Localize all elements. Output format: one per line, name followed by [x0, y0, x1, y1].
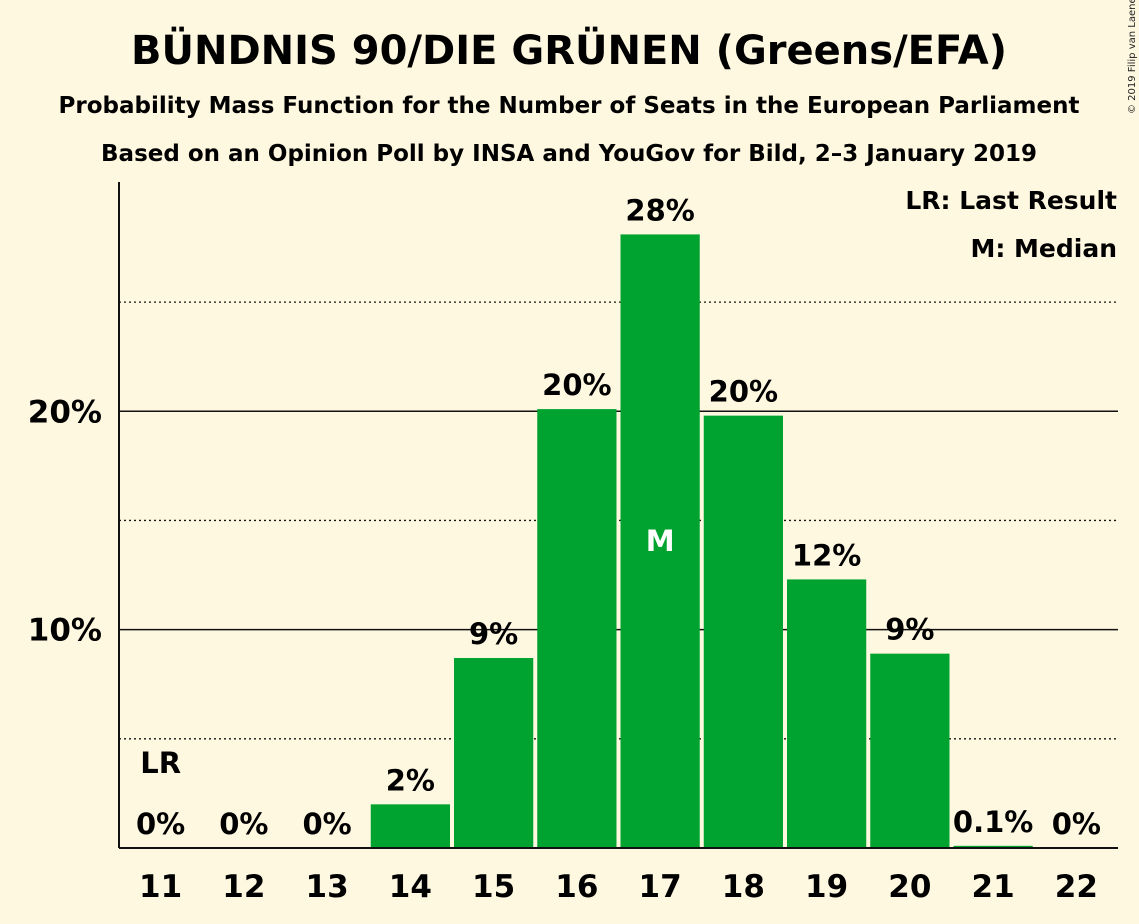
x-tick-16: 16: [555, 869, 598, 905]
bar-seats-16: [537, 409, 617, 848]
bar-seats-17: [620, 234, 700, 848]
x-tick-13: 13: [306, 869, 349, 905]
bars: [370, 234, 1033, 848]
y-axis: 10% 20%: [28, 182, 1118, 849]
value-label-22: 0%: [1052, 807, 1101, 841]
x-tick-17: 17: [639, 869, 682, 905]
chart-subtitle: Probability Mass Function for the Number…: [59, 93, 1080, 119]
bar-seats-20: [870, 653, 950, 848]
bar-seats-21: [953, 845, 1033, 848]
bar-seats-18: [703, 415, 783, 848]
value-label-16: 20%: [542, 368, 611, 402]
value-label-12: 0%: [219, 807, 268, 841]
median-marker: M: [646, 524, 675, 558]
value-label-17: 28%: [625, 193, 694, 227]
x-tick-22: 22: [1055, 869, 1098, 905]
x-tick-14: 14: [389, 869, 432, 905]
x-tick-19: 19: [805, 869, 848, 905]
value-label-19: 12%: [792, 538, 861, 572]
value-label-18: 20%: [709, 375, 778, 409]
bar-seats-15: [454, 658, 534, 848]
last-result-marker: LR: [140, 746, 181, 780]
value-label-20: 9%: [885, 613, 934, 647]
gridlines: [119, 301, 1118, 740]
chart-subtitle-source: Based on an Opinion Poll by INSA and You…: [101, 141, 1037, 167]
value-label-21: 0.1%: [953, 805, 1033, 839]
value-label-14: 2%: [386, 763, 435, 797]
value-labels: 0% 0% 0% 2% 9% 20% 28% 20% 12% 9% 0.1% 0% LR M: [136, 193, 1101, 841]
value-label-15: 9%: [469, 617, 518, 651]
x-axis: 11 12 13 14 15 16 17 18 19 20 21 22: [139, 869, 1098, 905]
y-tick-label: 10%: [28, 613, 102, 649]
x-tick-21: 21: [972, 869, 1015, 905]
value-label-13: 0%: [303, 807, 352, 841]
x-tick-11: 11: [139, 869, 182, 905]
x-tick-15: 15: [472, 869, 515, 905]
y-tick-label: 20%: [28, 394, 102, 430]
copyright-notice: © 2019 Filip van Laenen: [1127, 0, 1138, 114]
bar-seats-19: [787, 579, 867, 848]
legend-last-result: LR: Last Result: [905, 186, 1117, 215]
value-label-11: 0%: [136, 807, 185, 841]
x-tick-12: 12: [222, 869, 265, 905]
x-tick-18: 18: [722, 869, 765, 905]
x-tick-20: 20: [888, 869, 931, 905]
bar-seats-14: [370, 804, 450, 848]
legend-median: M: Median: [970, 234, 1117, 263]
chart-title: BÜNDNIS 90/DIE GRÜNEN (Greens/EFA): [131, 26, 1007, 74]
